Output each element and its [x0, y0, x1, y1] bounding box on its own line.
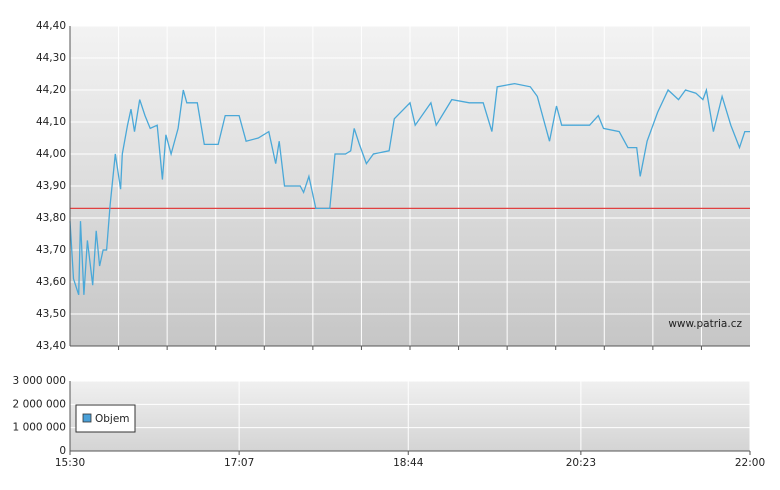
- price-panel: 43,40 43,50 43,60 43,70 43,80 43,90 44,00 44,10…: [36, 20, 750, 352]
- volume-plot-area: [70, 381, 750, 451]
- legend-entry: Objem: [82, 413, 130, 425]
- y-tick-label: 1 000 000: [13, 422, 66, 434]
- price-line: [69, 82, 750, 296]
- y-tick-label: 43,80: [36, 212, 66, 224]
- x-tick-label: 17:07: [224, 457, 254, 469]
- y-tick-label: 43,90: [36, 180, 66, 192]
- y-tick-label: 43,60: [36, 276, 66, 288]
- y-tick-label: 3 000 000: [13, 375, 66, 387]
- legend-label: Objem: [95, 413, 130, 425]
- y-tick-label: 44,30: [36, 52, 66, 64]
- y-tick-label: 2 000 000: [13, 398, 66, 410]
- x-tick-label: 15:30: [55, 457, 85, 469]
- y-tick-label: 44,10: [36, 116, 66, 128]
- watermark: www.patria.cz: [668, 318, 742, 330]
- y-tick-label: 43,40: [36, 340, 66, 352]
- legend-swatch: [82, 413, 92, 423]
- y-tick-label: 43,70: [36, 244, 66, 256]
- y-tick-label: 43,50: [36, 308, 66, 320]
- x-tick-label: 22:00: [735, 457, 765, 469]
- legend: [75, 404, 136, 433]
- x-tick-label: 20:23: [566, 457, 596, 469]
- x-tick-label: 18:44: [393, 457, 424, 469]
- y-tick-label: 44,00: [36, 148, 66, 160]
- y-tick-label: 44,20: [36, 84, 66, 96]
- y-tick-label: 0: [59, 445, 66, 457]
- y-tick-label: 44,40: [36, 20, 66, 32]
